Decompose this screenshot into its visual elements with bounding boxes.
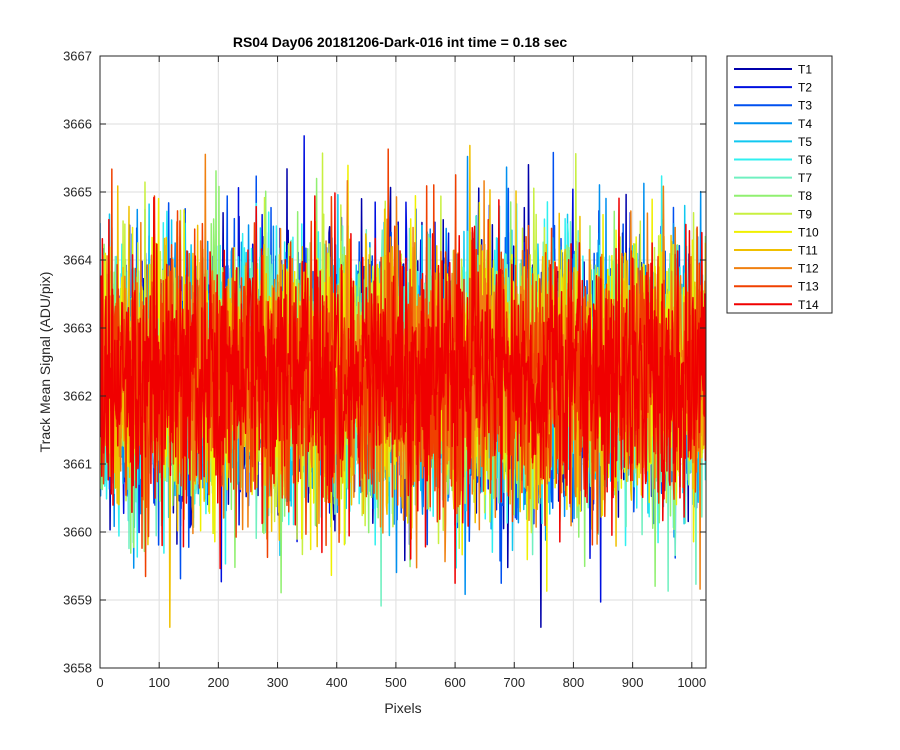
x-tick-label: 800 bbox=[563, 675, 585, 690]
legend-box bbox=[726, 55, 833, 314]
x-tick-label: 300 bbox=[267, 675, 289, 690]
x-axis-ticks: 0 100 200 300 400 500 600 700 800 900 1000 bbox=[96, 56, 706, 690]
x-tick-label: 600 bbox=[444, 675, 466, 690]
axes-frame bbox=[99, 55, 707, 669]
y-tick-label: 3667 bbox=[63, 49, 92, 64]
legend-label-T5: T5 bbox=[798, 135, 812, 149]
plot-area: 0 100 200 300 400 500 600 700 800 900 1000 3658365… bbox=[63, 49, 707, 690]
y-tick-label: 3663 bbox=[63, 321, 92, 336]
legend-label-T3: T3 bbox=[798, 99, 812, 113]
series-line-T14 bbox=[100, 192, 706, 584]
y-tick-label: 3665 bbox=[63, 185, 92, 200]
legend-label-T10: T10 bbox=[798, 225, 819, 239]
legend-label-T14: T14 bbox=[798, 298, 819, 312]
x-tick-label: 400 bbox=[326, 675, 348, 690]
y-tick-label: 3661 bbox=[63, 457, 92, 472]
y-tick-label: 3666 bbox=[63, 117, 92, 132]
y-tick-label: 3659 bbox=[63, 593, 92, 608]
legend: T1 T2 T3 T4 T5 T6 T7 T8 T9 T10 T11 T12 T13 T14 bbox=[726, 55, 833, 314]
legend-label-T8: T8 bbox=[798, 189, 812, 203]
series-lines bbox=[100, 135, 706, 628]
y-tick-label: 3664 bbox=[63, 253, 92, 268]
legend-label-T2: T2 bbox=[798, 81, 812, 95]
x-tick-label: 100 bbox=[148, 675, 170, 690]
y-tick-label: 3660 bbox=[63, 525, 92, 540]
y-tick-label: 3662 bbox=[63, 389, 92, 404]
legend-label-T4: T4 bbox=[798, 117, 812, 131]
y-tick-label: 3658 bbox=[63, 661, 92, 676]
legend-items: T1 T2 T3 T4 T5 T6 T7 T8 T9 T10 T11 T12 T13 T14 bbox=[734, 63, 819, 312]
x-tick-label: 1000 bbox=[677, 675, 706, 690]
legend-label-T12: T12 bbox=[798, 262, 819, 276]
legend-label-T11: T11 bbox=[798, 244, 818, 258]
legend-label-T6: T6 bbox=[798, 153, 812, 167]
x-tick-label: 200 bbox=[208, 675, 230, 690]
legend-label-T7: T7 bbox=[798, 171, 812, 185]
chart-title: RS04 Day06 20181206-Dark-016 int time = … bbox=[233, 34, 567, 50]
legend-label-T1: T1 bbox=[798, 63, 812, 77]
y-axis-label: Track Mean Signal (ADU/pix) bbox=[37, 272, 53, 453]
x-tick-label: 500 bbox=[385, 675, 407, 690]
legend-label-T13: T13 bbox=[798, 280, 819, 294]
legend-label-T9: T9 bbox=[798, 207, 812, 221]
x-axis-label: Pixels bbox=[384, 700, 421, 716]
x-tick-label: 700 bbox=[503, 675, 525, 690]
x-tick-label: 0 bbox=[96, 675, 103, 690]
y-axis-ticks: 3658 3659 3660 3661 3662 3663 3664 3665 3666 3667 bbox=[63, 49, 706, 676]
x-tick-label: 900 bbox=[622, 675, 644, 690]
